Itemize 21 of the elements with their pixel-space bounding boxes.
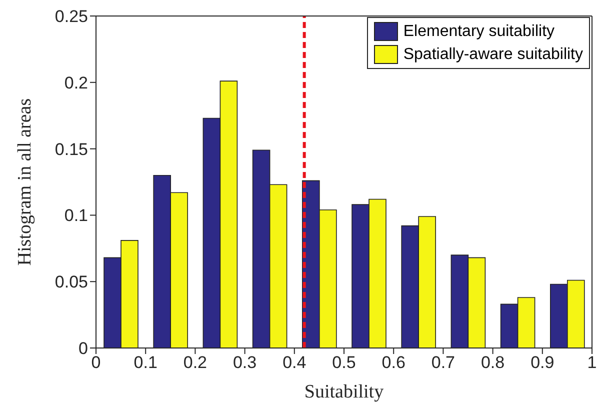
x-tick-label: 0.5 [332,353,356,372]
y-tick-label: 0.25 [54,7,88,26]
x-tick-label: 0.4 [282,353,306,372]
y-axis-title: Histogram in all areas [14,98,36,266]
legend-label: Spatially-aware suitability [403,45,583,65]
x-tick-label: 0.3 [232,353,257,372]
x-tick-label: 0.6 [382,353,406,372]
x-tick-label: 0.8 [480,353,505,372]
x-tick-label: 0.1 [134,353,158,372]
y-tick-label: 0.15 [54,140,88,159]
legend-label: Elementary suitability [403,22,555,42]
x-tick-label: 1 [587,353,597,372]
y-tick-label: 0.2 [64,73,88,92]
y-tick-label: 0 [78,339,88,358]
x-tick-label: 0.7 [431,353,456,372]
y-tick-label: 0.1 [64,206,88,226]
x-tick-label: 0.2 [183,353,208,372]
x-tick-label: 0 [91,353,101,372]
x-tick-label: 0.9 [530,353,554,372]
y-tick-label: 0.05 [54,272,88,292]
x-axis-title: Suitability [304,381,384,402]
